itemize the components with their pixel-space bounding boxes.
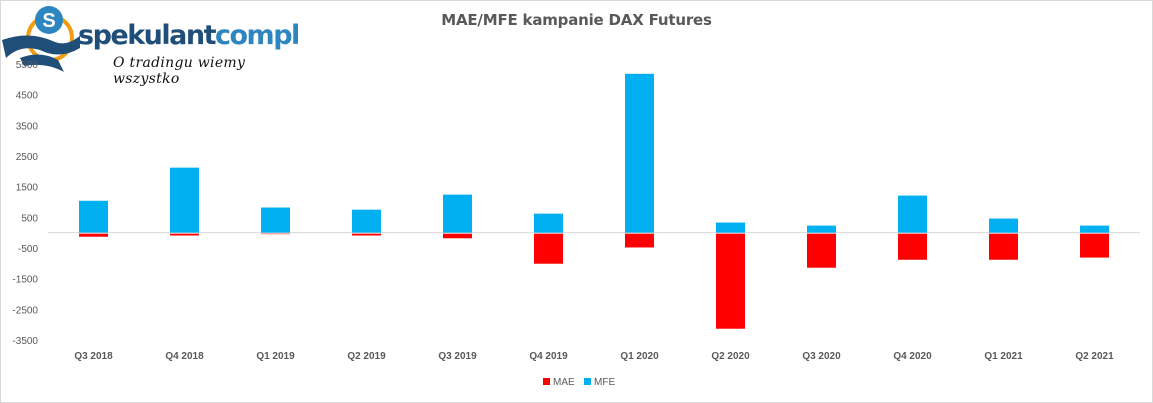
bar-mfe-q2-2021 xyxy=(1080,225,1109,233)
y-tick-label: -3500 xyxy=(12,336,38,347)
bar-mfe-q4-2020 xyxy=(898,195,927,233)
y-tick-label: -500 xyxy=(18,244,38,255)
y-tick-label: 1500 xyxy=(16,183,39,194)
bar-mae-q4-2019 xyxy=(534,233,563,264)
x-tick-label: Q2 2021 xyxy=(1075,351,1114,362)
bar-mae-q2-2019 xyxy=(352,233,381,236)
bar-mae-q3-2019 xyxy=(443,233,472,239)
bar-mfe-q1-2020 xyxy=(625,73,654,233)
bar-mae-q1-2020 xyxy=(625,233,654,248)
logo-emblem-icon: S xyxy=(2,6,80,72)
bar-mae-q2-2021 xyxy=(1080,233,1109,258)
bar-mae-q3-2018 xyxy=(79,233,108,237)
x-tick-label: Q3 2020 xyxy=(802,351,841,362)
bar-mae-q1-2021 xyxy=(989,233,1018,260)
bar-mfe-q3-2018 xyxy=(79,200,108,233)
bar-mfe-q4-2018 xyxy=(170,167,199,233)
x-tick-label: Q4 2019 xyxy=(529,351,568,362)
x-tick-label: Q4 2020 xyxy=(893,351,932,362)
bar-mae-q3-2020 xyxy=(807,233,836,268)
y-tick-label: -1500 xyxy=(12,275,38,286)
legend-swatch-mae xyxy=(543,378,550,385)
y-tick-label: 5500 xyxy=(16,60,39,71)
logo-wordmark: spekulantcompl xyxy=(78,20,300,51)
bar-mfe-q4-2019 xyxy=(534,213,563,233)
x-tick-label: Q1 2020 xyxy=(620,351,659,362)
y-tick-label: 2500 xyxy=(16,152,39,163)
bar-mae-q1-2019 xyxy=(261,233,290,235)
legend-label-mfe: MFE xyxy=(594,377,615,388)
x-tick-label: Q2 2020 xyxy=(711,351,750,362)
legend-swatch-mfe xyxy=(584,378,591,385)
logo: S spekulantcompl O tradingu wiemy wszyst… xyxy=(0,0,310,87)
y-tick-label: 500 xyxy=(21,213,38,224)
x-tick-label: Q4 2018 xyxy=(165,351,204,362)
bar-mfe-q3-2019 xyxy=(443,194,472,233)
x-tick-label: Q2 2019 xyxy=(347,351,386,362)
svg-text:S: S xyxy=(42,10,55,32)
x-tick-label: Q3 2019 xyxy=(438,351,477,362)
x-tick-label: Q1 2019 xyxy=(256,351,295,362)
x-tick-label: Q3 2018 xyxy=(74,351,113,362)
bar-mfe-q1-2019 xyxy=(261,207,290,233)
bar-mfe-q2-2019 xyxy=(352,209,381,233)
y-tick-label: 4500 xyxy=(16,91,39,102)
chart-title: MAE/MFE kampanie DAX Futures xyxy=(441,11,712,29)
bar-mfe-q2-2020 xyxy=(716,222,745,233)
logo-tagline: O tradingu wiemy wszystko xyxy=(113,55,246,87)
logo-name-part1: spekulant xyxy=(78,20,217,51)
y-tick-label: 3500 xyxy=(16,121,39,132)
legend-label-mae: MAE xyxy=(553,377,575,388)
y-tick-label: -2500 xyxy=(12,305,38,316)
bar-mfe-q3-2020 xyxy=(807,225,836,233)
bar-mae-q4-2018 xyxy=(170,233,199,236)
bar-mfe-q1-2021 xyxy=(989,218,1018,233)
bar-mae-q2-2020 xyxy=(716,233,745,329)
x-tick-label: Q1 2021 xyxy=(984,351,1023,362)
logo-name-part2: compl xyxy=(215,20,300,51)
bar-mae-q4-2020 xyxy=(898,233,927,260)
